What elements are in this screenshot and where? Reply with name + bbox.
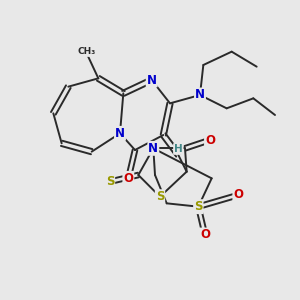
Text: O: O xyxy=(200,229,210,242)
Text: S: S xyxy=(106,175,114,188)
Text: N: N xyxy=(195,88,205,101)
Text: N: N xyxy=(147,74,157,86)
Text: H: H xyxy=(174,144,183,154)
Text: S: S xyxy=(194,200,202,213)
Text: N: N xyxy=(115,127,125,140)
Text: O: O xyxy=(233,188,243,202)
Text: N: N xyxy=(148,142,158,155)
Text: CH₃: CH₃ xyxy=(77,47,96,56)
Text: O: O xyxy=(205,134,215,146)
Text: S: S xyxy=(156,190,164,203)
Text: O: O xyxy=(123,172,133,185)
